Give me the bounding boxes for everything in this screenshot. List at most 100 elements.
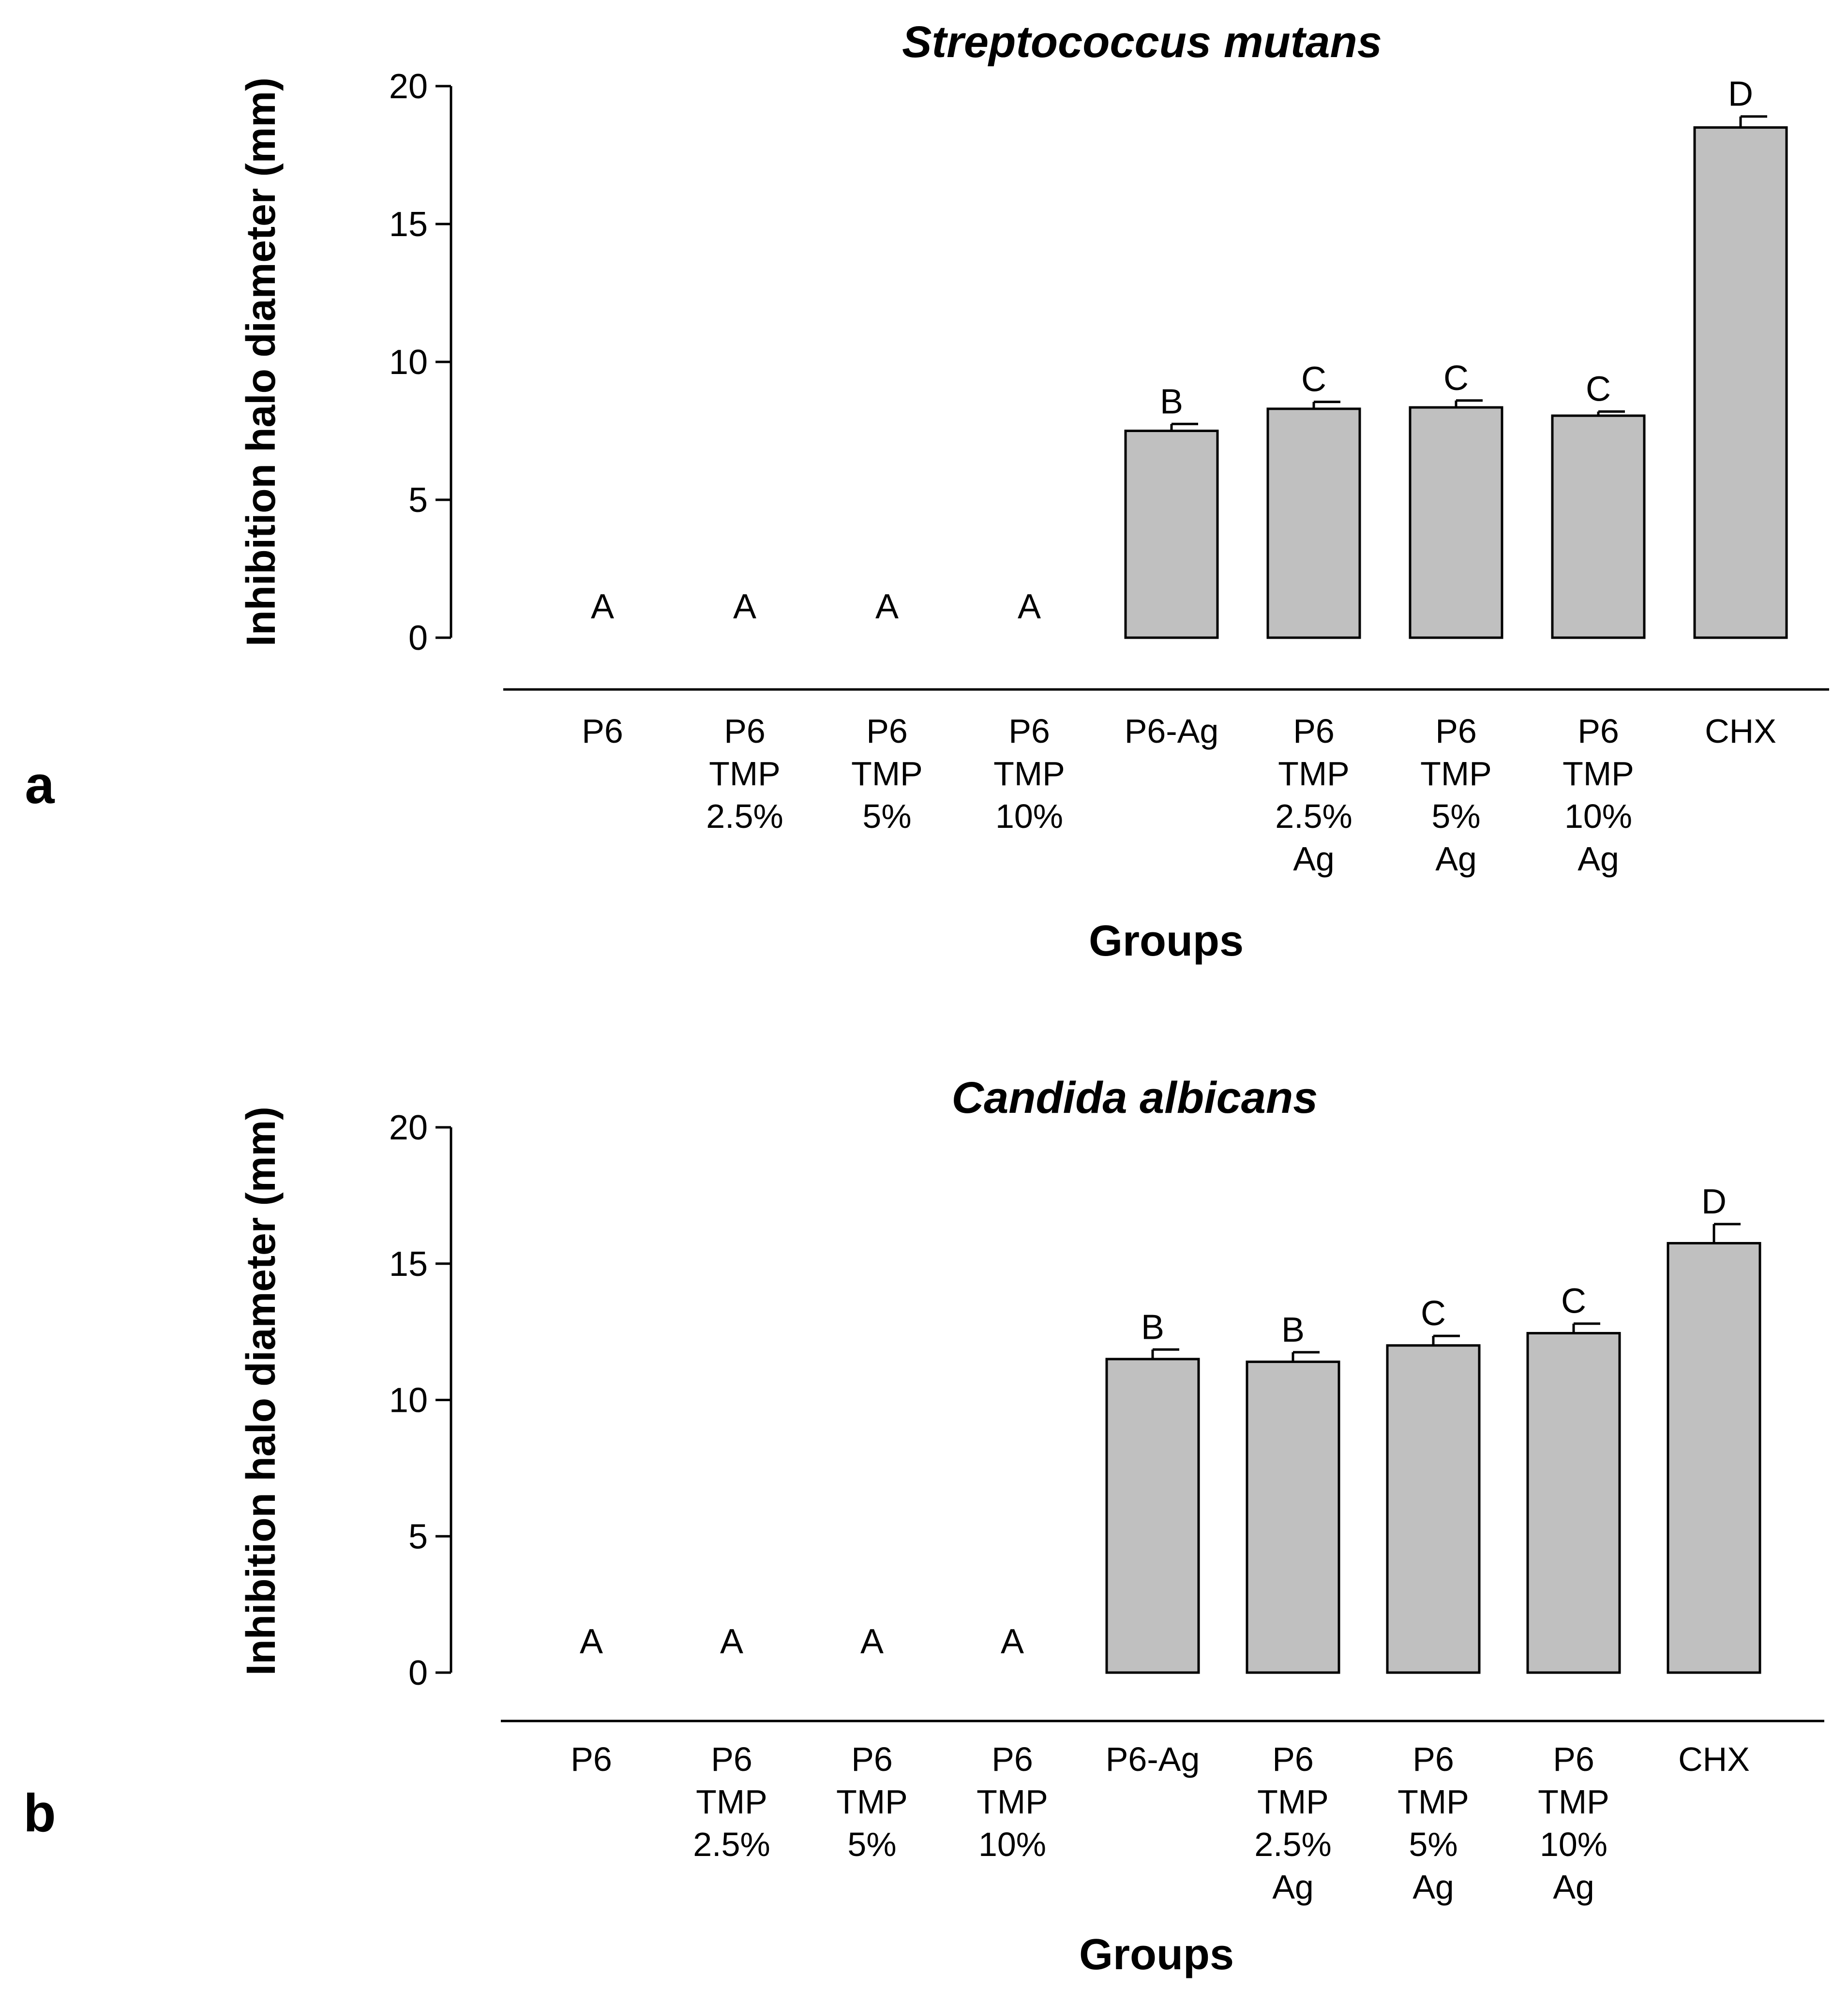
x-axis-label: Groups <box>1089 917 1244 965</box>
x-tick-label-line: 10% <box>995 797 1063 835</box>
x-tick-label-line: 10% <box>1540 1825 1608 1863</box>
bar <box>1526 1332 1621 1674</box>
x-tick-label: P6 TMP 10% <box>977 1740 1048 1863</box>
x-tick-label: CHX <box>1678 1740 1750 1778</box>
significance-label: C <box>1586 370 1611 409</box>
error-bar <box>1455 399 1483 408</box>
x-tick-label: P6 TMP 10% <box>993 712 1065 835</box>
bar <box>1124 430 1219 639</box>
x-tick-label: P6 TMP 10% Ag <box>1563 712 1634 878</box>
x-tick-label-line: TMP <box>1563 755 1634 793</box>
y-tick-label: 15 <box>389 205 428 244</box>
x-tick-label: P6 TMP 5% Ag <box>1397 1740 1469 1906</box>
x-tick-label-line: 10% <box>1564 797 1632 835</box>
x-tick-label-line: TMP <box>709 755 781 793</box>
x-tick-label-line: TMP <box>1257 1783 1329 1821</box>
bar <box>1246 1361 1340 1674</box>
y-tick-label: 0 <box>408 1654 428 1692</box>
x-tick-label-line: P6 <box>571 1740 612 1778</box>
x-tick-label: P6 <box>582 712 623 750</box>
x-tick-label-line: P6 <box>724 712 766 750</box>
significance-label: D <box>1728 75 1753 114</box>
significance-label: D <box>1701 1182 1727 1221</box>
significance-label: A <box>733 587 756 626</box>
x-tick-label-line: 2.5% <box>693 1825 770 1863</box>
x-tick-label: P6 TMP 2.5% <box>693 1740 770 1863</box>
x-tick-label-line: TMP <box>1397 1783 1469 1821</box>
x-axis-label: Groups <box>1079 1930 1234 1979</box>
panel-letter: a <box>25 755 55 815</box>
error-bar <box>1739 115 1767 128</box>
x-tick-label-line: TMP <box>1420 755 1492 793</box>
x-tick-label-line: P6-Ag <box>1125 712 1219 750</box>
significance-label: C <box>1421 1294 1446 1333</box>
x-tick-label: P6 TMP 10% Ag <box>1538 1740 1609 1906</box>
y-axis-label: Inhibition halo diameter (mm) <box>238 77 284 646</box>
x-tick-label-line: TMP <box>836 1783 908 1821</box>
error-bar <box>1292 1351 1320 1362</box>
x-tick-label-line: P6 <box>1008 712 1050 750</box>
significance-label: A <box>1018 587 1041 626</box>
x-tick-label: P6 <box>571 1740 612 1778</box>
bar <box>1105 1358 1200 1674</box>
error-bar <box>1597 410 1625 416</box>
x-tick-label-line: P6-Ag <box>1106 1740 1200 1778</box>
significance-label: A <box>875 587 899 626</box>
error-bar <box>1312 401 1340 409</box>
significance-label: A <box>1001 1622 1024 1661</box>
y-tick-label: 15 <box>389 1245 428 1284</box>
significance-label: C <box>1301 360 1326 399</box>
x-tick-label: P6-Ag <box>1125 712 1219 750</box>
x-tick-label-line: P6 <box>1412 1740 1454 1778</box>
x-tick-label-line: P6 <box>1553 1740 1594 1778</box>
x-tick-label-line: Ag <box>1435 840 1477 878</box>
x-tick-label-line: TMP <box>993 755 1065 793</box>
bar <box>1266 407 1361 639</box>
x-tick-label-line: 2.5% <box>1254 1825 1332 1863</box>
x-tick-label-line: 5% <box>1409 1825 1457 1863</box>
significance-label: A <box>720 1622 743 1661</box>
x-tick-label: P6 TMP 2.5% Ag <box>1275 712 1352 878</box>
x-tick-label-line: TMP <box>1538 1783 1609 1821</box>
x-tick-label-line: Ag <box>1293 840 1335 878</box>
y-tick-label: 0 <box>408 619 428 658</box>
x-tick-label-line: 5% <box>862 797 911 835</box>
x-tick-label: P6 TMP 2.5% Ag <box>1254 1740 1332 1906</box>
x-tick-label-line: CHX <box>1705 712 1776 750</box>
x-tick-label-line: P6 <box>992 1740 1033 1778</box>
x-tick-label: CHX <box>1705 712 1776 750</box>
y-axis-label: Inhibition halo diameter (mm) <box>238 1107 284 1676</box>
x-tick-label-line: 10% <box>978 1825 1046 1863</box>
x-tick-label: P6 TMP 5% Ag <box>1420 712 1492 878</box>
significance-label: A <box>860 1622 884 1661</box>
x-tick-label-line: 5% <box>1431 797 1480 835</box>
x-tick-label-line: P6 <box>1578 712 1619 750</box>
significance-label: A <box>580 1622 603 1661</box>
y-tick-label: 20 <box>389 1108 428 1147</box>
y-tick-label: 5 <box>408 481 428 520</box>
x-tick-label-line: TMP <box>1278 755 1350 793</box>
x-tick-label-line: 5% <box>847 1825 896 1863</box>
x-tick-label-line: TMP <box>851 755 923 793</box>
bar <box>1409 406 1503 639</box>
x-tick-label-line: Ag <box>1412 1868 1454 1906</box>
x-tick-label: P6 TMP 5% <box>836 1740 908 1863</box>
bar <box>1693 126 1788 639</box>
x-tick-label-line: TMP <box>696 1783 767 1821</box>
x-tick-label: P6 TMP 5% <box>851 712 923 835</box>
error-bar <box>1432 1334 1460 1346</box>
significance-label: C <box>1561 1282 1586 1321</box>
bar <box>1551 414 1646 639</box>
x-tick-label: P6-Ag <box>1106 1740 1200 1778</box>
y-tick-label: 5 <box>408 1517 428 1556</box>
chart-panel-a: Streptococcus mutans a Inhibition halo dia… <box>25 17 1829 965</box>
y-tick-label: 10 <box>389 1381 428 1420</box>
error-bar <box>1151 1348 1179 1359</box>
x-tick-label-line: P6 <box>1435 712 1477 750</box>
x-tick-label-line: P6 <box>582 712 623 750</box>
error-bar <box>1170 422 1198 431</box>
panel-letter: b <box>23 1783 56 1843</box>
x-tick-label-line: 2.5% <box>706 797 783 835</box>
error-bar <box>1572 1322 1600 1333</box>
x-tick-label-line: P6 <box>851 1740 893 1778</box>
